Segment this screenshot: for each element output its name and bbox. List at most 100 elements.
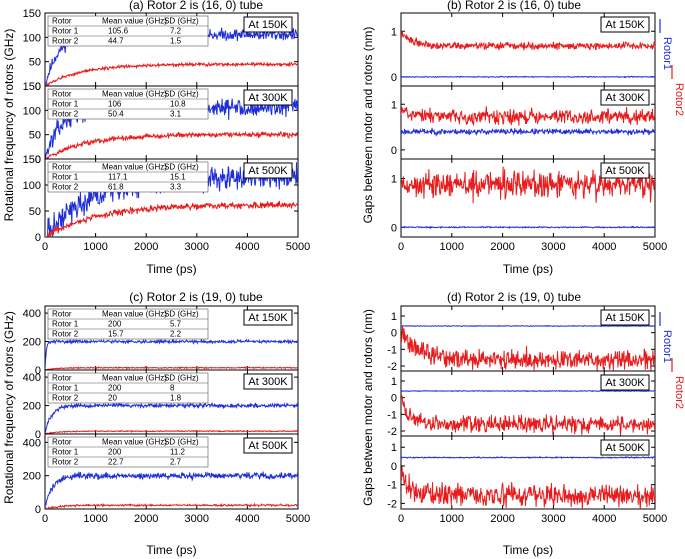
y-axis-label: Gaps between motor and rotors (nm) — [361, 27, 375, 224]
plot-frame — [44, 158, 299, 238]
table-header: SD (GHz) — [164, 438, 199, 447]
y-tick-label: 0 — [35, 81, 41, 93]
y-tick-label: 50 — [29, 130, 41, 142]
plot-frame — [44, 433, 299, 510]
table-header: Rotor — [52, 90, 72, 99]
series-line-rotor2 — [45, 502, 298, 509]
temperature-label: At 300K — [248, 92, 288, 104]
table-cell: 50.4 — [108, 110, 124, 119]
table-cell: 8 — [170, 384, 175, 393]
table-header: Mean value (GHz) — [102, 17, 167, 26]
series-line-rotor1 — [45, 401, 298, 434]
temperature-box — [600, 162, 650, 179]
table-cell: 3.1 — [170, 110, 182, 119]
y-tick-label: 150 — [23, 154, 41, 166]
table-cell: 15.7 — [108, 330, 124, 339]
series-line-rotor1 — [401, 389, 655, 393]
table-cell: 200 — [108, 320, 122, 329]
table-cell: Rotor 1 — [52, 448, 79, 457]
stats-table: Rotor Mean value (GHz)SD (GHz) Rotor 1 200 8… — [47, 372, 209, 404]
temperature-label: At 500K — [248, 440, 288, 452]
temperature-box — [243, 89, 293, 106]
series-line-rotor2 — [45, 366, 298, 370]
stats-table: Rotor Mean value (GHz)SD (GHz) Rotor 1 200 1… — [47, 436, 209, 468]
table-cell: Rotor 2 — [52, 458, 79, 467]
subplot-1: 0 50 100 150 At 150K Rotor Mean value (GHz)SD … — [23, 8, 299, 93]
table-cell: 105.6 — [108, 27, 129, 36]
y-tick-label: 0 — [391, 461, 397, 473]
table-cell: 15.1 — [170, 173, 186, 182]
table-cell: Rotor 2 — [52, 37, 79, 46]
x-tick-label: 3000 — [185, 241, 209, 253]
y-tick-label: 0 — [35, 365, 41, 377]
table-cell: Rotor 2 — [52, 394, 79, 403]
subplot-1: 0 200 400 At 150K Rotor Mean value (GHz)SD (G… — [23, 305, 299, 377]
chart-b: (b) Rotor 2 is (16, 0) tube 0 1 At 150K 0 1 At… — [361, 0, 685, 276]
table-cell: Rotor 2 — [52, 330, 79, 339]
temperature-box — [600, 439, 650, 456]
temperature-label: At 150K — [248, 19, 288, 31]
chart-d: (d) Rotor 2 is (19, 0) tube -2 -1 0 1 At 150K… — [361, 290, 685, 557]
series-line-rotor1 — [401, 75, 655, 79]
series-line-rotor2 — [401, 466, 655, 509]
temperature-label: At 150K — [605, 19, 645, 31]
table-cell: Rotor 1 — [52, 27, 79, 36]
y-tick-label: -1 — [387, 409, 397, 421]
y-tick-label: 0 — [35, 429, 41, 441]
subplot-3: 0 1 0 1000 2000 3000 4000 5000 At 500K — [391, 158, 667, 253]
x-tick-label: 0 — [398, 241, 404, 253]
y-tick-label: -2 — [387, 361, 397, 373]
series-line-rotor2 — [401, 395, 655, 436]
x-tick-label: 3000 — [185, 513, 209, 525]
stats-table: Rotor Mean value (GHz)SD (GHz) Rotor 1 200 5… — [47, 308, 209, 340]
legend-label-rotor1: Rotor1 — [661, 37, 673, 70]
temperature-box — [243, 162, 293, 179]
x-tick-label: 3000 — [541, 241, 565, 253]
stats-table: Rotor Mean value (GHz)SD (GHz) Rotor 1 106 1… — [47, 88, 209, 120]
temperature-box — [600, 89, 650, 106]
subplot-3: -2 -1 0 1 0 1000 2000 3000 4000 5000 At 500K — [387, 435, 667, 525]
y-tick-label: 50 — [29, 206, 41, 218]
y-tick-label: 1 — [391, 99, 397, 111]
y-tick-label: 1 — [391, 26, 397, 38]
table-cell: Rotor 2 — [52, 110, 79, 119]
table-cell: 1.8 — [170, 394, 182, 403]
x-axis-label: Time (ps) — [146, 543, 196, 557]
table-cell: 200 — [108, 448, 122, 457]
series-line-rotor2 — [401, 326, 655, 371]
y-tick-label: 1 — [391, 442, 397, 454]
table-header: Rotor — [52, 438, 72, 447]
table-border — [47, 15, 209, 47]
x-tick-label: 1000 — [83, 513, 107, 525]
x-tick-label: 5000 — [643, 513, 667, 525]
x-tick-label: 5000 — [286, 241, 310, 253]
x-tick-label: 4000 — [235, 513, 259, 525]
stats-table: Rotor Mean value (GHz)SD (GHz) Rotor 1 105.… — [47, 15, 209, 47]
temperature-label: At 300K — [605, 92, 645, 104]
table-header: Rotor — [52, 163, 72, 172]
table-cell: Rotor 1 — [52, 384, 79, 393]
y-tick-label: -2 — [387, 426, 397, 438]
x-tick-label: 4000 — [592, 513, 616, 525]
table-cell: 106 — [108, 100, 122, 109]
series-line-rotor2 — [401, 166, 655, 204]
chart-title: (b) Rotor 2 is (16, 0) tube — [447, 0, 581, 12]
legend: Rotor1 Rotor2 — [659, 19, 685, 116]
series-line-rotor2 — [45, 200, 298, 237]
chart-title: (d) Rotor 2 is (19, 0) tube — [447, 290, 581, 304]
series-line-rotor2 — [45, 429, 298, 434]
series-line-rotor2 — [45, 61, 298, 86]
temperature-box — [600, 16, 650, 33]
subplot-2: -2 -1 0 1 At 300K — [387, 370, 656, 438]
x-axis-label: Time (ps) — [503, 543, 553, 557]
y-tick-label: -1 — [387, 480, 397, 492]
y-axis-label: Rotational frequency of rotors (GHz) — [2, 29, 16, 222]
table-header: SD (GHz) — [164, 310, 199, 319]
table-header: Mean value (GHz) — [102, 438, 167, 447]
y-tick-label: 100 — [23, 32, 41, 44]
legend-label-rotor2: Rotor2 — [673, 83, 685, 116]
table-header: Rotor — [52, 17, 72, 26]
series-line-rotor1 — [401, 324, 655, 328]
